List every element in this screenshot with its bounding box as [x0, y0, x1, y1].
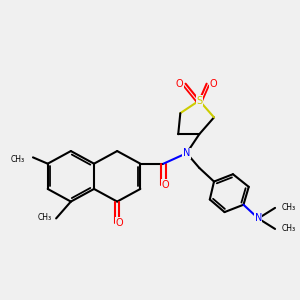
Text: N: N: [254, 213, 262, 224]
Text: O: O: [209, 79, 217, 89]
Text: O: O: [176, 79, 183, 89]
Text: CH₃: CH₃: [11, 155, 25, 164]
Text: S: S: [196, 95, 202, 106]
Text: O: O: [162, 180, 170, 190]
Text: CH₃: CH₃: [281, 224, 296, 233]
Text: O: O: [116, 218, 123, 228]
Text: CH₃: CH₃: [281, 203, 296, 212]
Text: CH₃: CH₃: [38, 213, 52, 222]
Text: N: N: [183, 148, 190, 158]
